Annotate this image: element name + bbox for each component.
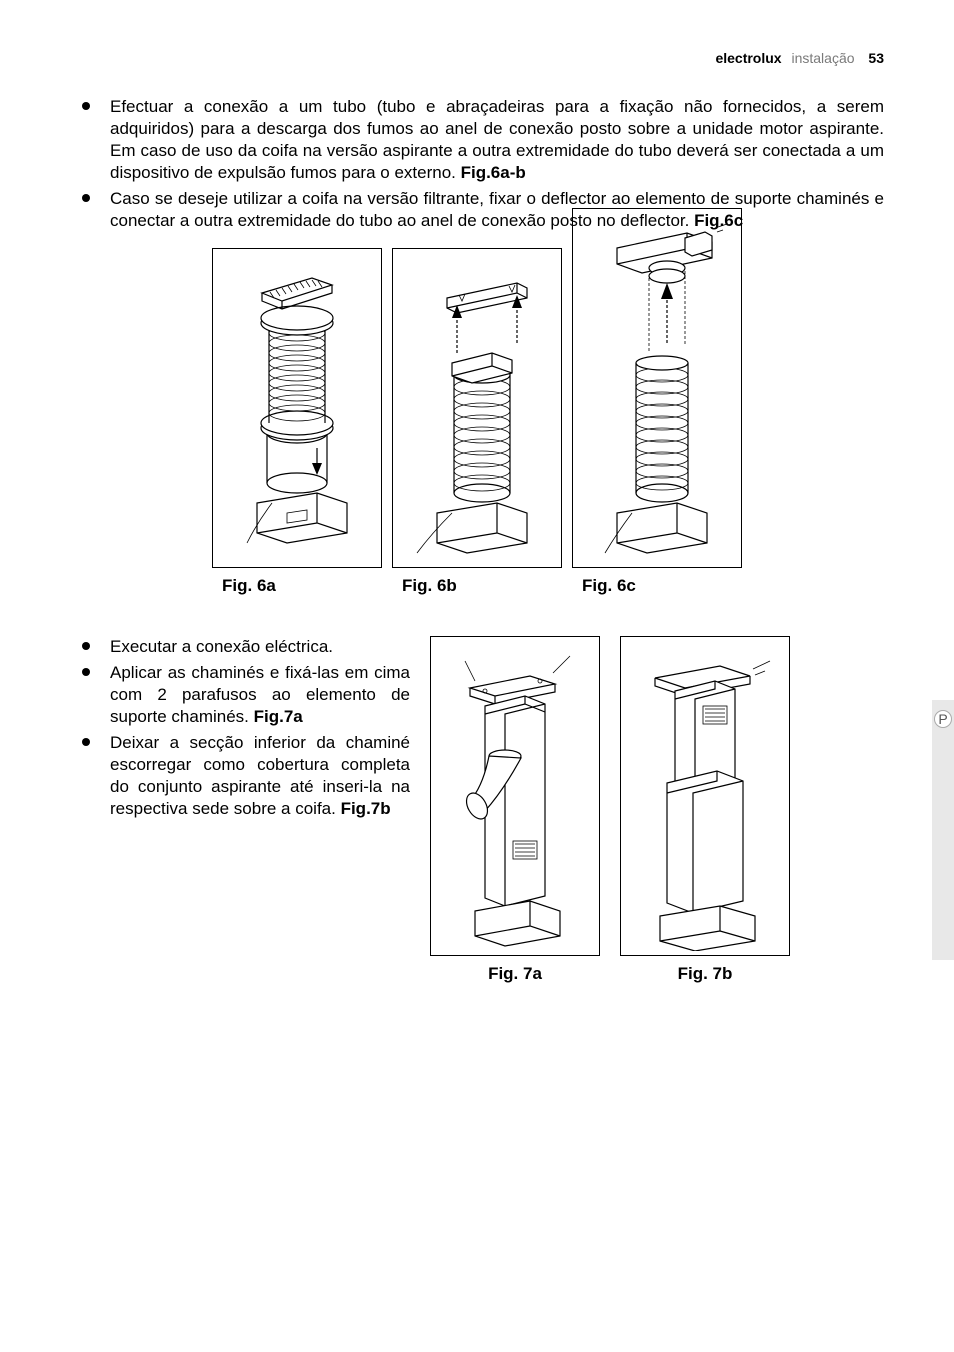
bullet-column: Executar a conexão eléctrica. Aplicar as… (70, 636, 410, 984)
figure-7a: Fig. 7a (430, 636, 600, 984)
figure-ref: Fig.7a (254, 707, 303, 726)
side-tab-label: P (934, 710, 952, 728)
figure-caption: Fig. 6c (572, 576, 636, 596)
figure-caption: Fig. 6a (212, 576, 276, 596)
section-2: Executar a conexão eléctrica. Aplicar as… (70, 636, 884, 984)
diagram-7b-icon (625, 641, 785, 951)
bullet-item: Executar a conexão eléctrica. (70, 636, 410, 658)
side-tab (932, 700, 954, 960)
figure-row-7: Fig. 7a (430, 636, 790, 984)
figure-caption: Fig. 7b (620, 964, 790, 984)
diagram-6a-icon (217, 253, 377, 563)
figure-6a: Fig. 6a (212, 248, 382, 596)
figure-ref: Fig.6c (694, 211, 743, 230)
bullet-text: Executar a conexão eléctrica. (110, 637, 333, 656)
figure-frame (430, 636, 600, 956)
figure-ref: Fig.7b (341, 799, 391, 818)
figure-6c: Fig. 6c (572, 208, 742, 596)
figure-row-6: Fig. 6a (70, 248, 884, 596)
bullet-list-bottom: Executar a conexão eléctrica. Aplicar as… (70, 636, 410, 821)
bullet-item: Caso se deseje utilizar a coifa na versã… (70, 188, 884, 232)
bullet-item: Aplicar as chaminés e fixá-las em cima c… (70, 662, 410, 728)
figure-7b: Fig. 7b (620, 636, 790, 984)
diagram-6b-icon (397, 253, 557, 563)
diagram-7a-icon (435, 641, 595, 951)
figure-caption: Fig. 6b (392, 576, 457, 596)
diagram-6c-icon (577, 213, 737, 563)
figure-6b: Fig. 6b (392, 248, 562, 596)
figure-frame (212, 248, 382, 568)
bullet-item: Efectuar a conexão a um tubo (tubo e abr… (70, 96, 884, 184)
brand-text: electrolux (715, 50, 781, 66)
figure-frame (392, 248, 562, 568)
page-header: electrolux instalação 53 (70, 50, 884, 66)
bullet-text: Caso se deseje utilizar a coifa na versã… (110, 189, 884, 230)
figure-ref: Fig.6a-b (461, 163, 526, 182)
section-text: instalação (791, 50, 854, 66)
bullet-item: Deixar a secção inferior da chaminé esco… (70, 732, 410, 820)
figure-frame (620, 636, 790, 956)
figure-frame (572, 208, 742, 568)
bullet-list-top: Efectuar a conexão a um tubo (tubo e abr… (70, 96, 884, 233)
figure-caption: Fig. 7a (430, 964, 600, 984)
page-number: 53 (868, 50, 884, 66)
